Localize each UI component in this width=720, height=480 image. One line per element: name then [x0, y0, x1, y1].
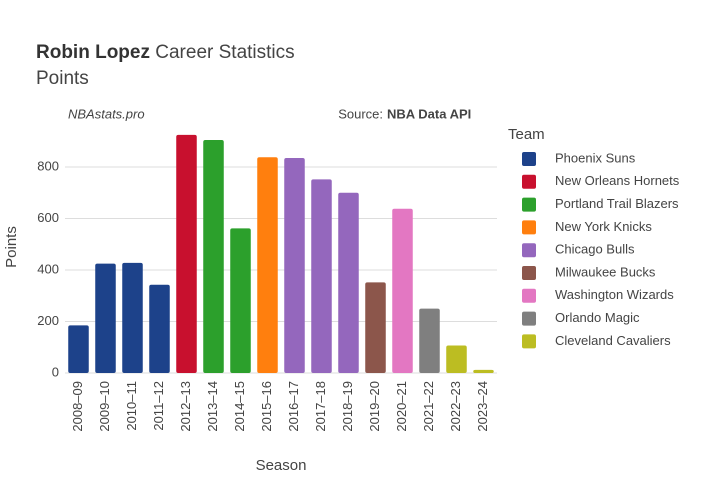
- x-tick-label: 2023–24: [475, 381, 490, 432]
- x-tick-label: 2010–11: [124, 381, 139, 431]
- x-tick-label: 2017–18: [313, 381, 328, 432]
- legend-label: New Orleans Hornets: [555, 173, 680, 188]
- source: NBA Data API: [387, 106, 471, 121]
- bar: [95, 263, 116, 373]
- legend-swatch: [522, 288, 536, 303]
- y-tick-label: 0: [52, 364, 59, 379]
- bar: [365, 282, 386, 373]
- bar: [446, 345, 467, 373]
- legend-swatch: [522, 311, 536, 326]
- source-label: Source:: [338, 106, 383, 121]
- legend-label: Orlando Magic: [555, 310, 640, 325]
- legend-swatch: [522, 243, 536, 258]
- watermark: NBAstats.pro: [68, 106, 145, 121]
- y-tick-label: 800: [37, 158, 59, 173]
- title-rest: Career Statistics: [155, 42, 294, 63]
- x-tick-label: 2018–19: [340, 381, 355, 432]
- legend-swatch: [522, 266, 536, 280]
- bar: [284, 158, 305, 373]
- legend-label: Cleveland Cavaliers: [555, 333, 671, 348]
- bar: [149, 284, 170, 373]
- x-tick-label: 2016–17: [286, 381, 301, 432]
- x-tick-label: 2015–16: [259, 381, 274, 432]
- bar: [473, 369, 494, 373]
- legend-label: Portland Trail Blazers: [555, 196, 679, 211]
- legend-label: New York Knicks: [555, 219, 652, 234]
- x-tick-label: 2008–09: [70, 381, 85, 432]
- x-axis-label: Season: [256, 457, 307, 474]
- legend-swatch: [522, 220, 536, 235]
- legend-swatch: [522, 197, 536, 212]
- x-tick-label: 2011–12: [151, 381, 166, 431]
- legend-swatch: [522, 152, 536, 166]
- legend-title: Team: [508, 126, 545, 143]
- legend-label: Phoenix Suns: [555, 150, 636, 165]
- y-tick-label: 200: [37, 313, 59, 328]
- x-tick-label: 2009–10: [97, 381, 112, 432]
- bar: [311, 179, 332, 373]
- x-tick-label: 2014–15: [232, 381, 247, 432]
- bar: [230, 228, 251, 373]
- bar: [419, 308, 440, 373]
- legend-swatch: [522, 174, 536, 189]
- x-tick-label: 2012–13: [178, 381, 193, 432]
- bar: [203, 140, 224, 373]
- legend-label: Milwaukee Bucks: [555, 264, 656, 279]
- bar: [122, 262, 143, 373]
- subtitle: Points: [36, 68, 89, 89]
- legend-label: Chicago Bulls: [555, 242, 635, 257]
- bar: [257, 157, 278, 373]
- title-name: Robin Lopez: [36, 42, 150, 63]
- bar: [392, 208, 413, 373]
- chart-title: Robin Lopez Career Statistics: [36, 42, 295, 63]
- bar: [338, 192, 359, 373]
- x-tick-label: 2022–23: [448, 381, 463, 432]
- y-tick-label: 600: [37, 210, 59, 225]
- x-tick-label: 2020–21: [394, 381, 409, 432]
- x-tick-label: 2013–14: [205, 381, 220, 432]
- bar: [68, 325, 89, 373]
- legend-swatch: [522, 334, 536, 349]
- y-axis-label: Points: [3, 226, 20, 268]
- legend-label: Washington Wizards: [555, 287, 674, 302]
- bar: [176, 134, 197, 373]
- y-tick-label: 400: [37, 261, 59, 276]
- x-tick-label: 2019–20: [367, 381, 382, 432]
- x-tick-label: 2021–22: [421, 381, 436, 432]
